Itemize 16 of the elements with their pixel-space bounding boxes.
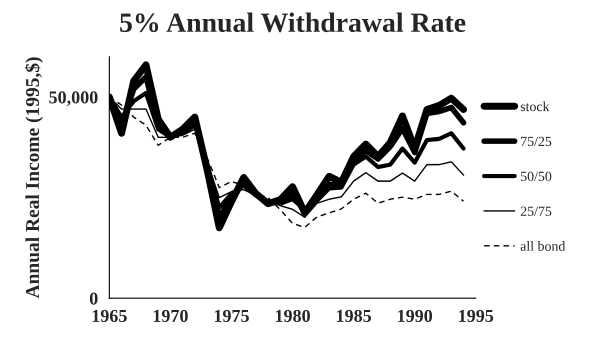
legend-label: stock bbox=[520, 101, 550, 112]
x-tick-label: 1975 bbox=[214, 310, 249, 322]
y-tick-label: 50,000 bbox=[49, 91, 98, 106]
x-tick-label: 1995 bbox=[459, 310, 494, 322]
x-tick-label: 1980 bbox=[276, 310, 310, 322]
x-tick-label: 1990 bbox=[398, 310, 432, 322]
y-axis-title: Annual Real Income (1995,$) bbox=[24, 57, 44, 298]
x-tick-label: 1970 bbox=[154, 310, 188, 322]
legend-label: all bond bbox=[520, 241, 566, 251]
legend-label: 75/25 bbox=[521, 136, 552, 146]
legend-label: 50/50 bbox=[521, 172, 552, 182]
x-tick-label: 1965 bbox=[92, 310, 127, 322]
legend-label: 25/75 bbox=[520, 206, 552, 216]
chart-title: 5% Annual Withdrawal Rate bbox=[120, 12, 466, 32]
y-tick-label: 0 bbox=[90, 292, 98, 305]
x-tick-label: 1985 bbox=[337, 310, 372, 322]
